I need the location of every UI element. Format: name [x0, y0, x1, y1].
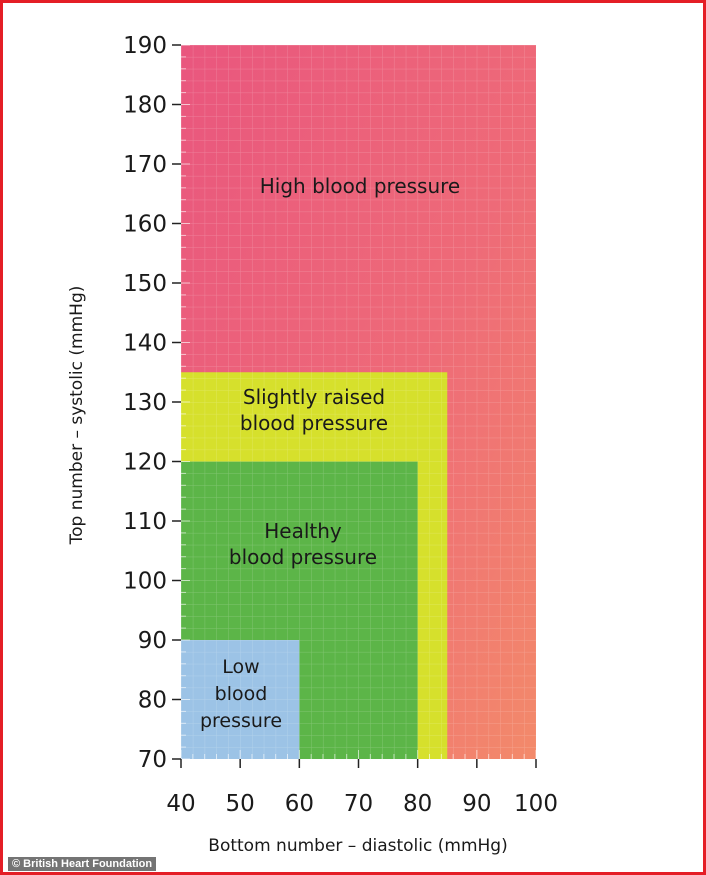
axis-tick-marks: [172, 44, 537, 768]
y-tick-label: 120: [123, 450, 167, 476]
image-credit: © British Heart Foundation: [8, 857, 157, 871]
y-tick-label: 150: [123, 271, 167, 297]
y-tick-label: 170: [123, 152, 167, 178]
region-label-low-blood-pressure: Low blood pressure: [200, 656, 282, 732]
y-tick-label: 90: [138, 628, 167, 654]
y-axis-tick-labels: 70 80 90 100 110 120 130 140 150 160 170 180 190: [123, 33, 167, 773]
region-labels: High blood pressure Slightly raised blood …: [200, 174, 460, 732]
region-label-high-blood-pressure: High blood pressure: [260, 174, 461, 198]
x-tick-label: 100: [514, 791, 558, 817]
y-tick-label: 190: [123, 33, 167, 59]
x-tick-label: 50: [226, 791, 255, 817]
y-tick-label: 110: [123, 509, 167, 535]
region-label-healthy-blood-pressure: Healthy blood pressure: [229, 519, 377, 569]
y-tick-label: 180: [123, 93, 167, 119]
y-tick-label: 140: [123, 331, 167, 357]
x-tick-label: 60: [285, 791, 314, 817]
y-tick-label: 100: [123, 569, 167, 595]
y-tick-label: 70: [138, 747, 167, 773]
y-tick-label: 130: [123, 390, 167, 416]
x-tick-label: 70: [344, 791, 373, 817]
grid-overlay: [181, 45, 536, 759]
x-axis-label: Bottom number – diastolic (mmHg): [208, 836, 507, 856]
x-tick-label: 80: [403, 791, 432, 817]
y-tick-label: 160: [123, 212, 167, 238]
x-axis-tick-labels: 40 50 60 70 80 90 100: [166, 791, 558, 817]
y-tick-label: 80: [138, 688, 167, 714]
x-tick-label: 90: [462, 791, 491, 817]
x-tick-label: 40: [166, 791, 195, 817]
region-label-slightly-raised-blood-pressure: Slightly raised blood pressure: [240, 385, 388, 435]
y-axis-label: Top number – systolic (mmHg): [67, 286, 87, 546]
